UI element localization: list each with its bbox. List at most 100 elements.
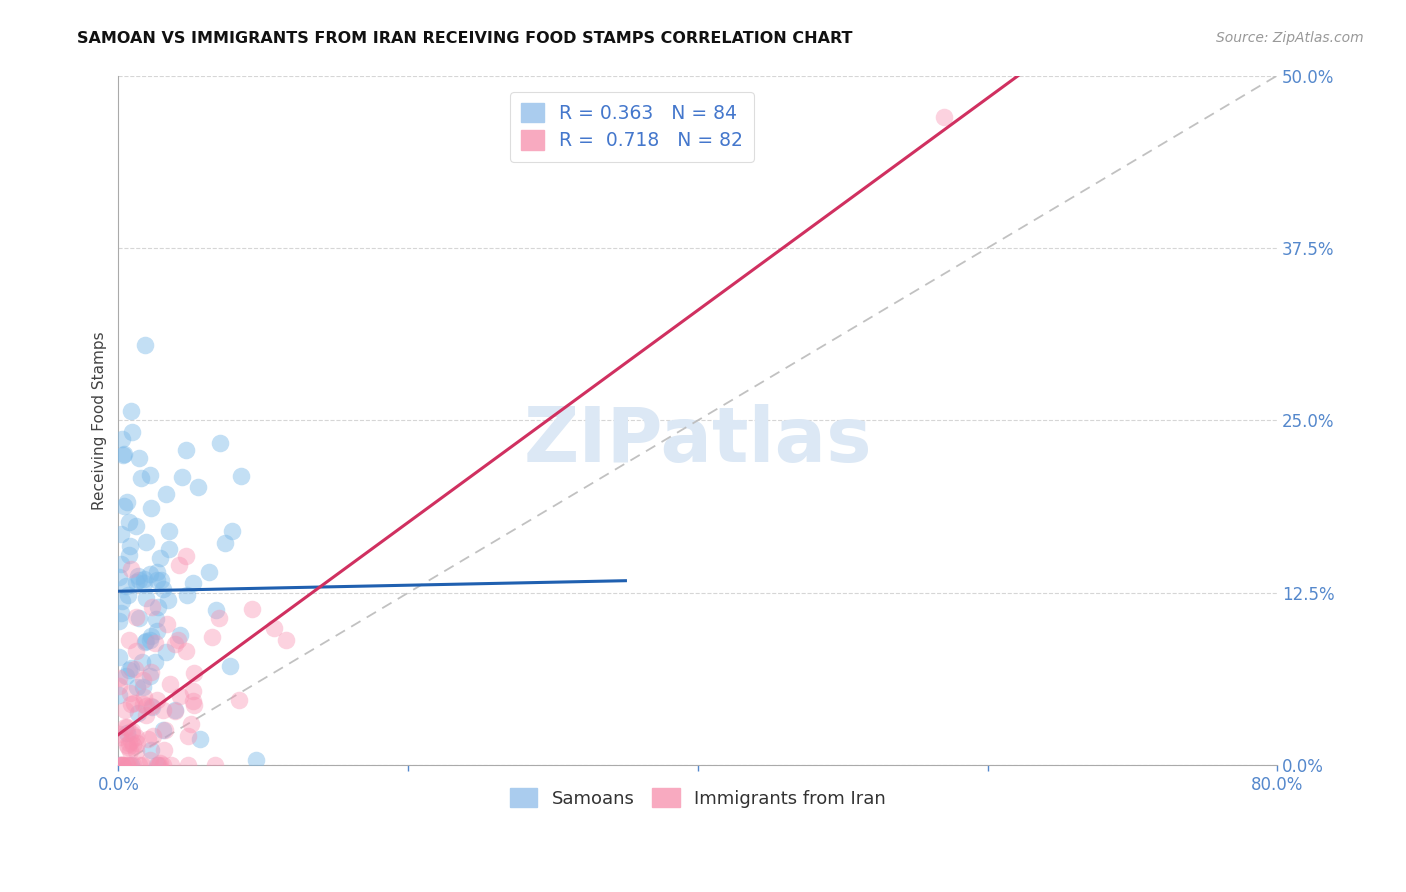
Point	[218, 658, 240, 673]
Point	[125, 644, 148, 658]
Point	[131, 758, 153, 772]
Point	[115, 758, 138, 772]
Point	[152, 703, 174, 717]
Point	[122, 697, 145, 711]
Point	[134, 338, 156, 352]
Point	[122, 758, 145, 772]
Point	[110, 527, 132, 541]
Point	[108, 650, 131, 665]
Point	[124, 662, 146, 676]
Point	[108, 679, 131, 693]
Point	[120, 758, 142, 772]
Point	[152, 582, 174, 597]
Point	[118, 663, 141, 677]
Point	[107, 671, 129, 685]
Point	[121, 727, 143, 741]
Point	[143, 636, 166, 650]
Point	[169, 689, 191, 703]
Point	[177, 758, 200, 772]
Point	[117, 740, 139, 755]
Point	[132, 575, 155, 590]
Point	[108, 727, 131, 741]
Point	[112, 499, 135, 513]
Point	[146, 624, 169, 638]
Point	[120, 697, 142, 711]
Point	[181, 684, 204, 698]
Text: Source: ZipAtlas.com: Source: ZipAtlas.com	[1216, 31, 1364, 45]
Point	[134, 635, 156, 649]
Text: ZIPatlas: ZIPatlas	[523, 404, 872, 478]
Point	[139, 699, 162, 714]
Point	[181, 694, 204, 708]
Point	[115, 720, 138, 734]
Point	[174, 644, 197, 658]
Point	[132, 690, 155, 705]
Point	[115, 495, 138, 509]
Point	[139, 669, 162, 683]
Point	[174, 549, 197, 564]
Point	[169, 558, 191, 572]
Point	[201, 630, 224, 644]
Point	[110, 607, 132, 621]
Point	[112, 448, 135, 462]
Point	[120, 734, 142, 748]
Point	[118, 758, 141, 772]
Point	[120, 403, 142, 417]
Point	[245, 753, 267, 767]
Point	[131, 673, 153, 687]
Point	[131, 470, 153, 484]
Point	[160, 758, 183, 772]
Point	[176, 442, 198, 457]
Point	[111, 758, 134, 772]
Point	[153, 723, 176, 738]
Point	[135, 535, 157, 549]
Point	[145, 612, 167, 626]
Point	[107, 614, 129, 628]
Point	[124, 730, 146, 744]
Point	[157, 524, 180, 539]
Point	[159, 677, 181, 691]
Point	[135, 591, 157, 605]
Point	[111, 432, 134, 446]
Point	[152, 743, 174, 757]
Text: SAMOAN VS IMMIGRANTS FROM IRAN RECEIVING FOOD STAMPS CORRELATION CHART: SAMOAN VS IMMIGRANTS FROM IRAN RECEIVING…	[77, 31, 853, 46]
Point	[165, 702, 187, 716]
Point	[156, 593, 179, 607]
Point	[117, 588, 139, 602]
Point	[121, 723, 143, 738]
Point	[240, 601, 263, 615]
Point	[139, 632, 162, 647]
Point	[274, 632, 297, 647]
Point	[135, 698, 157, 713]
Legend: Samoans, Immigrants from Iran: Samoans, Immigrants from Iran	[503, 781, 893, 814]
Point	[128, 451, 150, 466]
Point	[177, 729, 200, 743]
Point	[152, 758, 174, 772]
Point	[108, 758, 131, 772]
Point	[124, 519, 146, 533]
Point	[146, 692, 169, 706]
Point	[108, 758, 131, 772]
Point	[128, 611, 150, 625]
Point	[181, 575, 204, 590]
Point	[932, 110, 955, 124]
Point	[121, 425, 143, 439]
Point	[131, 655, 153, 669]
Point	[207, 610, 229, 624]
Point	[157, 542, 180, 557]
Point	[125, 610, 148, 624]
Point	[139, 742, 162, 756]
Point	[118, 515, 141, 529]
Point	[107, 569, 129, 583]
Point	[118, 633, 141, 648]
Point	[205, 602, 228, 616]
Point	[180, 717, 202, 731]
Point	[139, 468, 162, 483]
Point	[155, 487, 177, 501]
Point	[115, 758, 138, 772]
Point	[127, 706, 149, 720]
Point	[146, 758, 169, 772]
Point	[139, 753, 162, 767]
Point	[115, 669, 138, 683]
Point	[120, 686, 142, 700]
